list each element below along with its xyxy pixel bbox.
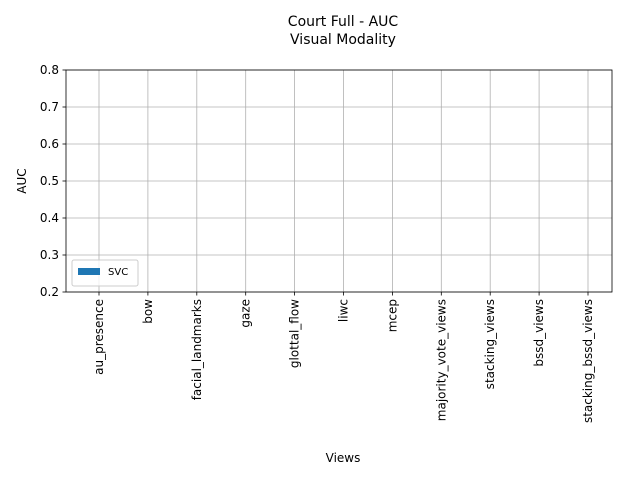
x-tick-label: gaze xyxy=(239,299,253,328)
x-tick-label: stacking_bssd_views xyxy=(581,299,595,423)
legend-frame xyxy=(71,259,139,287)
chart-title: Court Full - AUC xyxy=(288,14,399,30)
y-tick-label: 0.6 xyxy=(40,137,59,151)
x-tick-label: bow xyxy=(141,299,155,324)
x-tick-label: liwc xyxy=(337,299,351,322)
y-axis-label: AUC xyxy=(15,168,29,193)
legend: SVC xyxy=(71,259,139,287)
x-tick-label: stacking_views xyxy=(483,299,497,389)
plot-frame xyxy=(65,69,613,293)
y-tick-label: 0.8 xyxy=(40,63,59,77)
x-tick-label: bssd_views xyxy=(532,299,546,367)
chart-subtitle: Visual Modality xyxy=(290,32,396,48)
legend-label: SVC xyxy=(108,267,128,278)
y-tick-label: 0.7 xyxy=(40,100,59,114)
x-tick-label: mcep xyxy=(385,299,399,332)
y-tick-label: 0.3 xyxy=(40,248,59,262)
x-axis-label: Views xyxy=(326,451,361,465)
x-tick-label: glottal_flow xyxy=(288,299,302,368)
y-tick-label: 0.2 xyxy=(40,285,59,299)
x-tick-label: facial_landmarks xyxy=(190,299,204,400)
legend-swatch xyxy=(78,268,100,275)
y-tick-label: 0.5 xyxy=(40,174,59,188)
x-tick-label: majority_vote_views xyxy=(434,299,448,421)
y-tick-label: 0.4 xyxy=(40,211,59,225)
x-tick-label: au_presence xyxy=(92,299,106,375)
